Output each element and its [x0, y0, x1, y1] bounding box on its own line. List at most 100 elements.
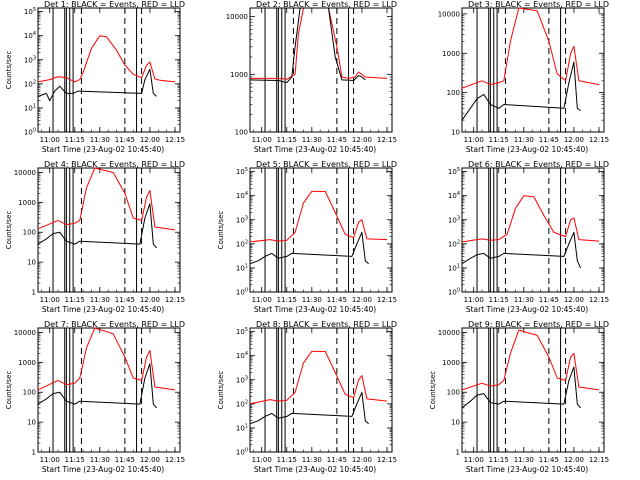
- plot-frame: [461, 7, 605, 133]
- x-tick-label: 11:30: [514, 296, 534, 304]
- y-tick-label: 105: [236, 327, 248, 336]
- x-tick-label: 11:15: [489, 136, 509, 144]
- events-series-line: [249, 231, 369, 265]
- y-tick-label: 102: [236, 239, 248, 248]
- panel-title: Det 7: BLACK = Events, RED = LLD: [44, 320, 185, 329]
- x-tick-label: 12:00: [140, 296, 160, 304]
- x-tick-label: 11:30: [90, 456, 110, 464]
- y-tick-label: 103: [24, 55, 36, 64]
- plot-frame: [249, 327, 393, 453]
- y-tick-label: 105: [448, 167, 460, 176]
- panel-title: Det 9: BLACK = Events, RED = LLD: [468, 320, 609, 329]
- y-tick-label: 10: [451, 419, 460, 427]
- y-tick-label: 10000: [14, 169, 36, 177]
- panel-title: Det 5: BLACK = Events, RED = LLD: [256, 160, 397, 169]
- y-tick-label: 104: [236, 351, 248, 360]
- x-tick-label: 11:45: [115, 456, 135, 464]
- x-tick-label: 11:45: [327, 296, 347, 304]
- x-axis-label: Start Time (23-Aug-02 10:45:40): [254, 465, 376, 474]
- panel-title: Det 6: BLACK = Events, RED = LLD: [468, 160, 609, 169]
- y-tick-label: 102: [236, 399, 248, 408]
- detector-panel-8: 100 101 102 103 104 105 11:00 11:15 11:30 11:45 12…: [217, 320, 397, 474]
- detector-panel-7: 1 10 100 1000 10000 11:00 11:15 11:30 11:45 12:00…: [5, 320, 185, 474]
- detector-panel-2: 100 1000 10000 11:00 11:15 11:30 11:45 12:00 12:…: [226, 0, 397, 154]
- plot-frame: [249, 167, 393, 293]
- lld-series-line: [461, 195, 600, 243]
- y-tick-label: 102: [24, 79, 36, 88]
- y-tick-label: 100: [448, 288, 460, 297]
- y-tick-label: 100: [24, 128, 36, 137]
- y-tick-label: 10: [27, 419, 36, 427]
- x-tick-label: 12:15: [589, 136, 609, 144]
- y-tick-label: 1: [32, 449, 36, 457]
- y-tick-label: 1000: [230, 71, 248, 79]
- x-tick-label: 12:15: [165, 456, 185, 464]
- y-tick-label: 100: [23, 229, 36, 237]
- y-tick-label: 102: [448, 239, 460, 248]
- x-tick-label: 11:00: [252, 296, 272, 304]
- y-tick-label: 105: [24, 7, 36, 16]
- x-tick-label: 11:00: [464, 296, 484, 304]
- x-tick-label: 11:45: [539, 456, 559, 464]
- plot-frame: [37, 7, 181, 133]
- y-axis-label: Counts/sec: [429, 371, 437, 410]
- y-axis-label: Counts/sec: [5, 51, 13, 90]
- x-tick-label: 11:00: [40, 456, 60, 464]
- x-axis-label: Start Time (23-Aug-02 10:45:40): [466, 145, 588, 154]
- x-axis-label: Start Time (23-Aug-02 10:45:40): [42, 305, 164, 314]
- x-tick-label: 11:45: [327, 136, 347, 144]
- detector-panel-3: 10 100 1000 10000 11:00 11:15 11:30 11:45 12:00 1…: [438, 0, 609, 154]
- x-tick-label: 11:00: [464, 136, 484, 144]
- y-tick-label: 100: [235, 129, 248, 137]
- y-tick-label: 10000: [438, 10, 460, 18]
- x-tick-label: 11:15: [489, 296, 509, 304]
- x-tick-label: 11:00: [40, 296, 60, 304]
- detector-panel-9: 1 10 100 1000 10000 11:00 11:15 11:30 11:45 12:00…: [429, 320, 609, 474]
- x-tick-label: 12:00: [564, 136, 584, 144]
- y-tick-label: 1: [32, 289, 36, 297]
- y-tick-label: 101: [24, 103, 36, 112]
- x-tick-label: 11:15: [65, 136, 85, 144]
- x-axis-label: Start Time (23-Aug-02 10:45:40): [466, 305, 588, 314]
- panel-title: Det 1: BLACK = Events, RED = LLD: [44, 0, 185, 9]
- y-axis-label: Counts/sec: [217, 371, 225, 410]
- x-tick-label: 11:00: [252, 136, 272, 144]
- y-tick-label: 10000: [226, 13, 248, 21]
- x-tick-label: 11:45: [327, 456, 347, 464]
- x-axis-label: Start Time (23-Aug-02 10:45:40): [42, 145, 164, 154]
- x-tick-label: 11:15: [65, 296, 85, 304]
- x-tick-label: 11:30: [302, 136, 322, 144]
- x-tick-label: 11:30: [302, 296, 322, 304]
- plot-frame: [37, 327, 181, 453]
- lld-series-line: [37, 327, 176, 391]
- lld-series-line: [461, 329, 600, 391]
- y-axis-label: Counts/sec: [5, 211, 13, 250]
- x-tick-label: 11:30: [90, 136, 110, 144]
- x-tick-label: 11:00: [40, 136, 60, 144]
- x-tick-label: 12:00: [352, 456, 372, 464]
- y-tick-label: 103: [236, 375, 248, 384]
- panel-title: Det 3: BLACK = Events, RED = LLD: [468, 0, 609, 9]
- y-tick-label: 1000: [18, 359, 36, 367]
- x-tick-label: 12:15: [377, 296, 397, 304]
- x-tick-label: 11:30: [302, 456, 322, 464]
- y-tick-label: 100: [447, 89, 460, 97]
- y-tick-label: 104: [24, 31, 36, 40]
- y-tick-label: 104: [236, 191, 248, 200]
- panel-title: Det 8: BLACK = Events, RED = LLD: [256, 320, 397, 329]
- y-tick-label: 101: [236, 263, 248, 272]
- x-tick-label: 12:15: [165, 136, 185, 144]
- x-tick-label: 11:00: [252, 456, 272, 464]
- x-tick-label: 11:15: [65, 456, 85, 464]
- y-axis-label: Counts/sec: [5, 371, 13, 410]
- x-tick-label: 11:30: [514, 456, 534, 464]
- y-tick-label: 103: [236, 215, 248, 224]
- panel-title: Det 4: BLACK = Events, RED = LLD: [44, 160, 185, 169]
- y-tick-label: 1000: [18, 199, 36, 207]
- lld-series-line: [461, 7, 600, 89]
- x-tick-label: 11:45: [539, 296, 559, 304]
- y-tick-label: 100: [23, 389, 36, 397]
- y-tick-label: 10000: [438, 329, 460, 337]
- events-series-line: [461, 231, 582, 269]
- x-tick-label: 11:30: [514, 136, 534, 144]
